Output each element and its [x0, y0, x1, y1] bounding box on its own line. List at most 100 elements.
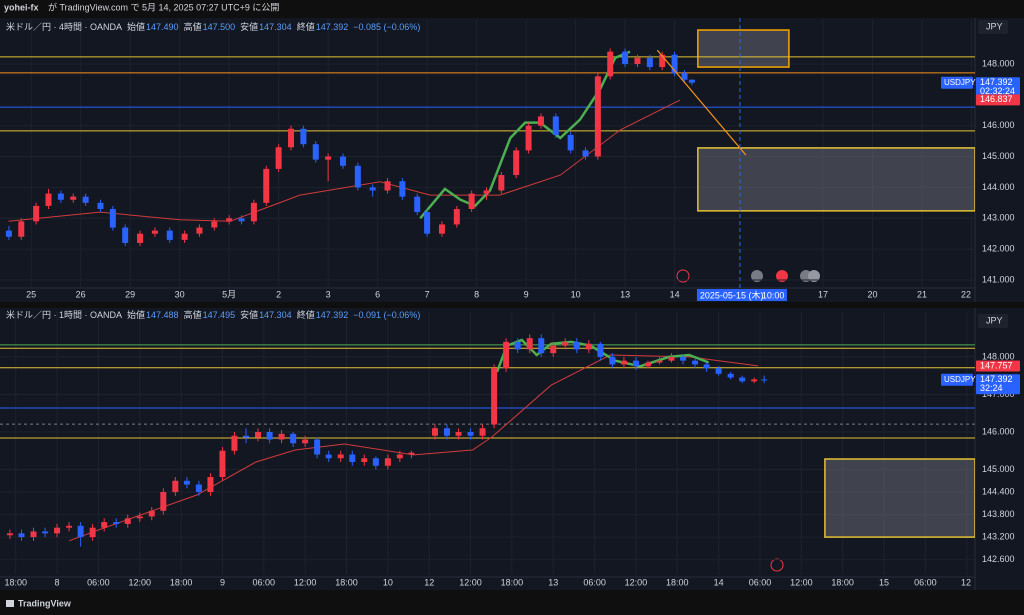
candle-body: [503, 341, 510, 369]
legend-low-label: 安値: [240, 21, 258, 32]
legend-close-label: 終値: [297, 309, 315, 320]
candle-body: [66, 525, 73, 528]
price-tag-value: 146.837: [980, 94, 1013, 104]
x-tick-label: 10: [571, 289, 581, 299]
x-tick-label: 06:00: [253, 577, 276, 587]
currency: JPY: [986, 315, 1003, 325]
x-tick-label: 12:00: [790, 577, 813, 587]
x-tick-label: 18:00: [335, 577, 358, 587]
candle-body: [325, 454, 332, 459]
candle-body: [525, 125, 532, 151]
candle-body: [361, 458, 368, 463]
legend-high: 147.500: [203, 22, 236, 32]
candle-body: [42, 531, 49, 534]
candle-body: [739, 377, 746, 382]
candle-body: [290, 433, 297, 444]
candle-body: [136, 516, 143, 519]
x-tick-label: 3: [326, 289, 331, 299]
candle-body: [54, 527, 61, 534]
candle-body: [727, 373, 734, 378]
y-tick-label: 143.800: [982, 509, 1015, 519]
candle-body: [644, 362, 651, 367]
candle-body: [70, 196, 77, 200]
crosshair-time: 10:00: [762, 290, 785, 300]
candle-body: [479, 428, 486, 436]
x-tick-label: 12:00: [294, 577, 317, 587]
x-tick-label: 22: [961, 289, 971, 299]
candle-body: [646, 57, 653, 68]
zone-box: [697, 147, 975, 212]
candle-body: [715, 368, 722, 374]
candle-body: [181, 233, 188, 240]
x-tick-label: 18:00: [4, 577, 27, 587]
candle-body: [622, 51, 629, 64]
x-tick-label: 18:00: [501, 577, 524, 587]
indicator-line: [68, 354, 758, 542]
tv-logo: [6, 600, 14, 607]
candle-body: [339, 156, 346, 166]
x-tick-label: 06:00: [749, 577, 772, 587]
candle-body: [552, 116, 559, 135]
currency: JPY: [986, 21, 1003, 31]
candle-body: [582, 150, 589, 157]
candle-body: [226, 218, 233, 222]
candle-body: [573, 341, 580, 350]
candle-body: [219, 450, 226, 478]
candle-body: [526, 338, 533, 350]
y-tick-label: 148.000: [982, 58, 1015, 68]
legend-close: 147.392: [316, 310, 349, 320]
x-tick-label: 9: [524, 289, 529, 299]
candle-body: [57, 193, 64, 200]
legend-close-label: 終値: [297, 21, 315, 32]
currency-box: [978, 314, 1008, 328]
candle-body: [18, 533, 25, 538]
symbol-tag: USDJPY: [944, 375, 976, 384]
x-tick-label: 14: [714, 577, 724, 587]
legend-low-label: 安値: [240, 309, 258, 320]
candle-body: [113, 522, 120, 524]
candle-body: [703, 364, 710, 369]
price-tag: [976, 94, 1020, 106]
candle-body: [396, 454, 403, 459]
legend-open-label: 始値: [127, 21, 145, 32]
candle-body: [30, 531, 37, 538]
y-tick-label: 145.000: [982, 464, 1015, 474]
candle-body: [692, 360, 699, 365]
legend: 米ドル／円 · 4時間 · OANDA 始値147.490 高値147.500 安値1…: [6, 21, 420, 32]
candle-body: [151, 230, 158, 234]
price-tag-value: 147.392: [980, 77, 1013, 87]
price-tag: [976, 77, 1020, 98]
candle-body: [6, 533, 13, 536]
candle-body: [455, 431, 462, 436]
x-tick-label: 6: [375, 289, 380, 299]
candle-body: [483, 190, 490, 194]
x-tick-label: 10: [383, 577, 393, 587]
candle-body: [263, 168, 270, 203]
x-tick-label: 8: [474, 289, 479, 299]
x-tick-label: 15: [879, 577, 889, 587]
candle-body: [243, 435, 250, 438]
plot-area: [0, 19, 975, 288]
candle-body: [89, 527, 96, 538]
candle-body: [431, 428, 438, 436]
x-tick-label: 13: [620, 289, 630, 299]
x-tick-label: 12:00: [625, 577, 648, 587]
candle-body: [278, 433, 285, 440]
x-tick-label: 26: [76, 289, 86, 299]
candle-body: [45, 193, 52, 206]
candle-body: [109, 209, 116, 228]
symbol-tag-bg: [941, 373, 973, 386]
legend-high: 147.495: [203, 310, 236, 320]
y-tick-label: 143.000: [982, 213, 1015, 223]
x-tick-label: 20: [868, 289, 878, 299]
legend-close: 147.392: [316, 22, 349, 32]
legend-high-label: 高値: [184, 309, 202, 320]
candle-body: [238, 218, 245, 222]
x-tick-label: 9: [220, 577, 225, 587]
candle-body: [597, 343, 604, 357]
candle-body: [124, 518, 131, 524]
candle-body: [255, 431, 262, 438]
candle-body: [312, 144, 319, 160]
currency-box: [978, 20, 1008, 34]
